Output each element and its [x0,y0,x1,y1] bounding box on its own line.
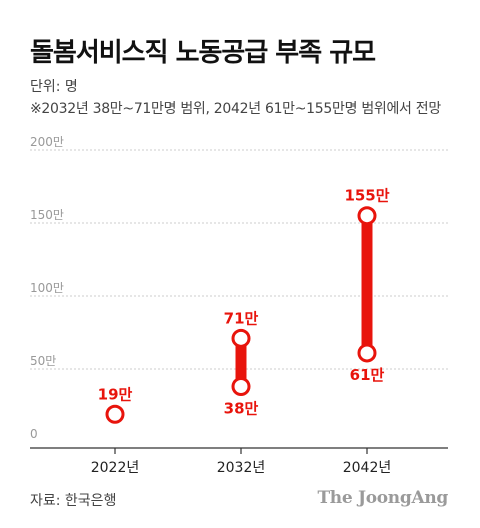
range-bar [235,338,247,387]
low-marker [231,377,251,397]
y-tick-label: 150만 [30,208,64,222]
publisher-logo: The JoongAng [317,488,448,508]
y-tick-label: 200만 [30,135,64,149]
low-marker [357,343,377,363]
high-value-label: 71만 [224,309,259,327]
x-tick-label: 2042년 [343,460,392,476]
source-label: 자료: 한국은행 [30,493,117,509]
y-tick-label: 0 [30,427,38,441]
high-marker [231,328,251,348]
unit-label: 단위: 명 [30,79,78,95]
range-note: ※2032년 38만~71만명 범위, 2042년 61만~155만명 범위에서… [30,101,441,117]
low-value-label: 61만 [350,366,385,384]
high-marker [357,206,377,226]
low-value-label: 38만 [224,400,259,418]
y-tick-label: 100만 [30,281,64,295]
x-tick-label: 2022년 [91,460,140,476]
value-label: 19만 [98,385,133,403]
high-value-label: 155만 [344,187,389,205]
chart-title: 돌봄서비스직 노동공급 부족 규모 [30,38,376,68]
y-tick-label: 50만 [30,354,56,368]
x-tick-label: 2032년 [217,460,266,476]
range-bar [361,215,373,353]
low-marker [105,404,125,424]
